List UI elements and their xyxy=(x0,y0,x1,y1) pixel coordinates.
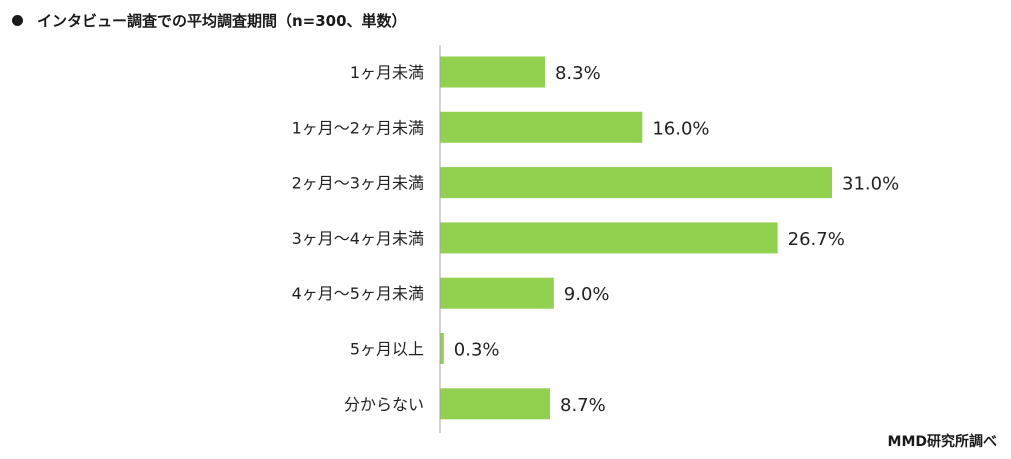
bar xyxy=(440,111,643,143)
value-label: 31.0% xyxy=(842,174,899,195)
category-label: 4ヶ月～5ヶ月未満 xyxy=(292,284,424,303)
value-label: 8.7% xyxy=(560,395,606,416)
value-label: 0.3% xyxy=(454,340,500,361)
bar xyxy=(440,167,832,199)
value-label: 16.0% xyxy=(652,118,709,139)
bar xyxy=(440,333,444,364)
category-label: 5ヶ月以上 xyxy=(350,340,424,359)
value-label: 26.7% xyxy=(788,229,845,250)
category-label: 分からない xyxy=(344,395,424,414)
value-label: 9.0% xyxy=(564,284,610,305)
category-label: 1ヶ月～2ヶ月未満 xyxy=(292,118,424,137)
bar xyxy=(440,222,778,254)
chart-title-text: インタビュー調査での平均調査期間（n=300、単数） xyxy=(37,12,407,30)
category-label: 2ヶ月～3ヶ月未満 xyxy=(292,174,424,193)
chart-title: インタビュー調査での平均調査期間（n=300、単数） xyxy=(12,8,407,34)
value-label: 8.3% xyxy=(555,63,601,84)
bar xyxy=(440,56,545,88)
category-label: 1ヶ月未満 xyxy=(350,63,424,82)
title-bullet-icon xyxy=(12,15,23,26)
bar xyxy=(440,388,551,420)
source-note: MMD研究所調べ xyxy=(887,434,997,450)
bar xyxy=(440,277,554,309)
category-label: 3ヶ月～4ヶ月未満 xyxy=(292,229,424,248)
